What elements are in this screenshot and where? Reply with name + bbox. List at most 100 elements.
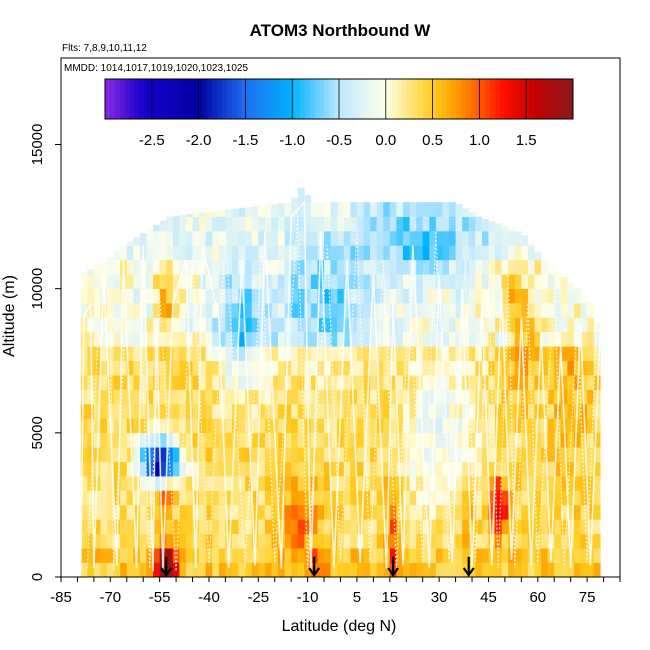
heatmap-cell [304,245,312,261]
heatmap-cell [324,317,331,333]
heatmap-cell [271,447,279,462]
heatmap-cell [593,418,601,434]
heatmap-cell [350,331,358,347]
heatmap-cell [120,303,128,318]
heatmap-cell [488,519,496,535]
heatmap-cell [264,490,272,506]
heatmap-cell [297,202,305,217]
heatmap-cell [231,231,239,246]
heatmap-cell [495,404,502,419]
heatmap-cell [442,245,450,261]
heatmap-cell [527,331,535,347]
heatmap-cell [231,533,239,549]
heatmap-cell [199,562,206,577]
heatmap-cell [363,288,371,304]
heatmap-cell [429,245,437,261]
heatmap-cell [212,432,220,448]
heatmap-cell [330,231,338,246]
heatmap-cell [205,461,213,477]
heatmap-cell [251,288,259,304]
heatmap-cell [356,447,364,462]
heatmap-cell [389,418,397,434]
heatmap-cell [238,476,246,491]
heatmap-cell [304,202,312,217]
heatmap-cell [172,389,180,405]
heatmap-cell [389,231,397,246]
heatmap-cell [251,562,259,577]
colorbar-segment [173,79,179,119]
heatmap-cell [245,447,253,462]
heatmap-cell [442,346,450,362]
heatmap-cell [179,331,187,347]
heatmap-cell [120,548,128,563]
heatmap-cell [527,259,535,275]
heatmap-cell [297,418,305,434]
x-tick-label: -40 [198,589,220,606]
heatmap-cell [179,317,187,333]
heatmap-cell [172,476,180,491]
heatmap-cell [363,346,371,362]
heatmap-cell [284,389,292,405]
heatmap-cell [264,259,272,275]
heatmap-cell [468,259,476,275]
heatmap-cell [251,274,259,289]
heatmap-cell [218,504,226,520]
heatmap-cell [231,274,239,289]
heatmap-cell [455,231,463,246]
heatmap-cell [337,447,345,462]
heatmap-cell [541,447,548,462]
heatmap-cell [179,259,187,275]
heatmap-cell [462,245,470,261]
heatmap-cell [330,447,338,462]
heatmap-cell [383,303,391,318]
heatmap-cell [337,202,345,217]
heatmap-cell [225,317,233,333]
heatmap-cell [422,274,430,289]
heatmap-cell [409,274,417,289]
heatmap-cell [324,375,331,390]
heatmap-cell [554,519,562,535]
heatmap-cell [120,533,128,549]
colorbar-segment [509,79,515,119]
heatmap-cell [587,504,594,520]
heatmap-cell [192,317,200,333]
heatmap-cell [580,562,588,577]
heatmap-cell [93,490,101,506]
colorbar-tick-label: -1.5 [232,132,258,149]
heatmap-cell [481,418,489,434]
heatmap-cell [481,288,489,304]
heatmap-cell [100,562,108,577]
heatmap-cell [475,519,483,535]
heatmap-cell [264,404,272,419]
heatmap-cell [488,317,496,333]
heatmap-cell [370,562,377,577]
heatmap-cell [449,519,456,535]
heatmap-cell [284,418,292,434]
heatmap-cell [409,259,417,275]
heatmap-cell [488,331,496,347]
heatmap-cell [251,346,259,362]
colorbar-segment [358,79,364,119]
heatmap-cell [330,288,338,304]
heatmap-cell [573,548,581,563]
heatmap-cell [370,288,377,304]
heatmap-cell [113,432,121,448]
heatmap-cell [199,346,206,362]
heatmap-cell [212,548,220,563]
heatmap-cell [192,375,200,390]
heatmap-cell [212,317,220,333]
heatmap-cell [488,245,496,261]
heatmap-cell [580,476,588,491]
heatmap-cell [416,548,424,563]
heatmap-cell [172,461,180,477]
heatmap-cell [93,389,101,405]
heatmap-cell [107,288,114,304]
heatmap-cell [429,432,437,448]
heatmap-cell [435,331,443,347]
heatmap-cell [370,231,377,246]
heatmap-cell [442,447,450,462]
heatmap-cell [356,519,364,535]
heatmap-cell [264,533,272,549]
heatmap-cell [317,404,325,419]
heatmap-cell [93,274,101,289]
